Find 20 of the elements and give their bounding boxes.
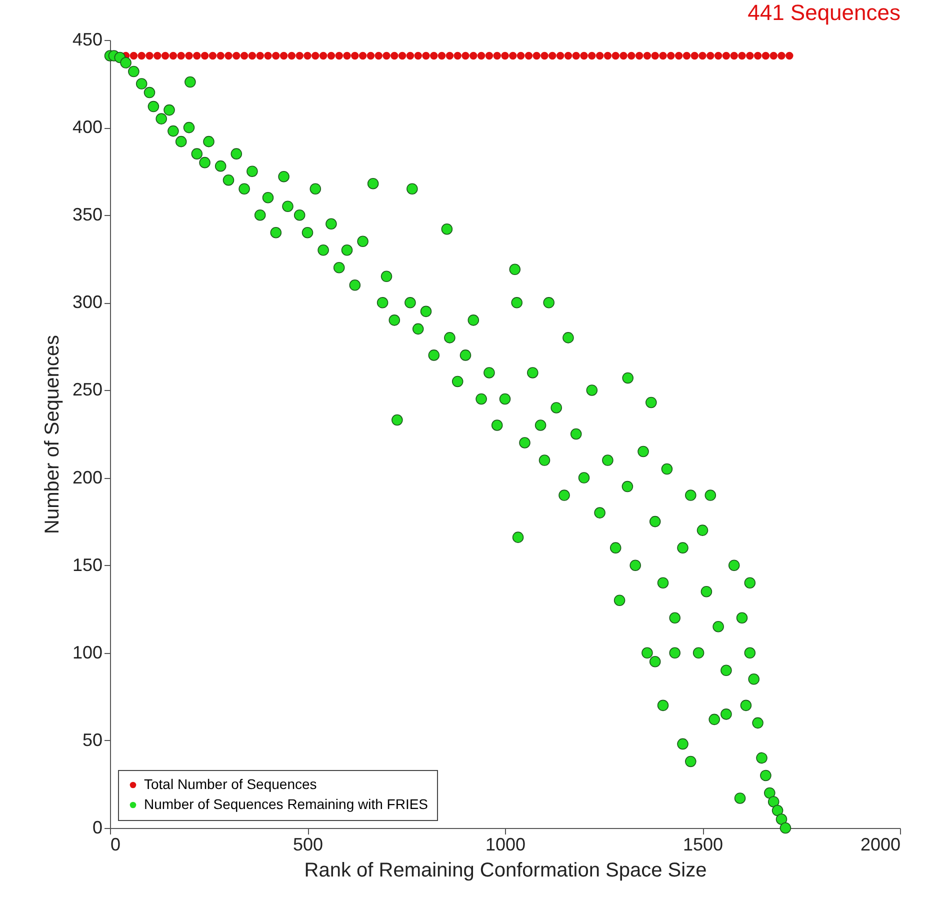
y-tick-label: 400 xyxy=(72,117,102,138)
text: 441 Sequences xyxy=(748,0,900,25)
x-tick-label: 0 xyxy=(110,834,121,854)
y-tick-label: 300 xyxy=(72,292,102,312)
x-tick-label: 500 xyxy=(292,834,324,854)
x-tick-label: 1500 xyxy=(682,834,724,854)
legend-label: Total Number of Sequences xyxy=(144,776,317,792)
y-tick-label: 450 xyxy=(72,30,102,50)
x-tick-label: 1000 xyxy=(485,834,526,854)
x-axis-title: Rank of Remaining Conformation Space Size xyxy=(304,860,707,882)
y-tick-label: 250 xyxy=(72,380,102,400)
y-tick-label: 100 xyxy=(72,642,102,662)
x-tick-label: 2000 xyxy=(860,834,900,854)
y-tick-label: 150 xyxy=(72,554,102,575)
y-tick-label: 200 xyxy=(72,467,102,488)
y-tick-label: 50 xyxy=(82,730,102,750)
legend-label: Number of Sequences Remaining with FRIES xyxy=(144,796,428,812)
y-tick-label: 0 xyxy=(92,818,102,838)
y-tick-label: 350 xyxy=(72,204,102,225)
y-axis-title: Number of Sequences xyxy=(41,334,64,534)
